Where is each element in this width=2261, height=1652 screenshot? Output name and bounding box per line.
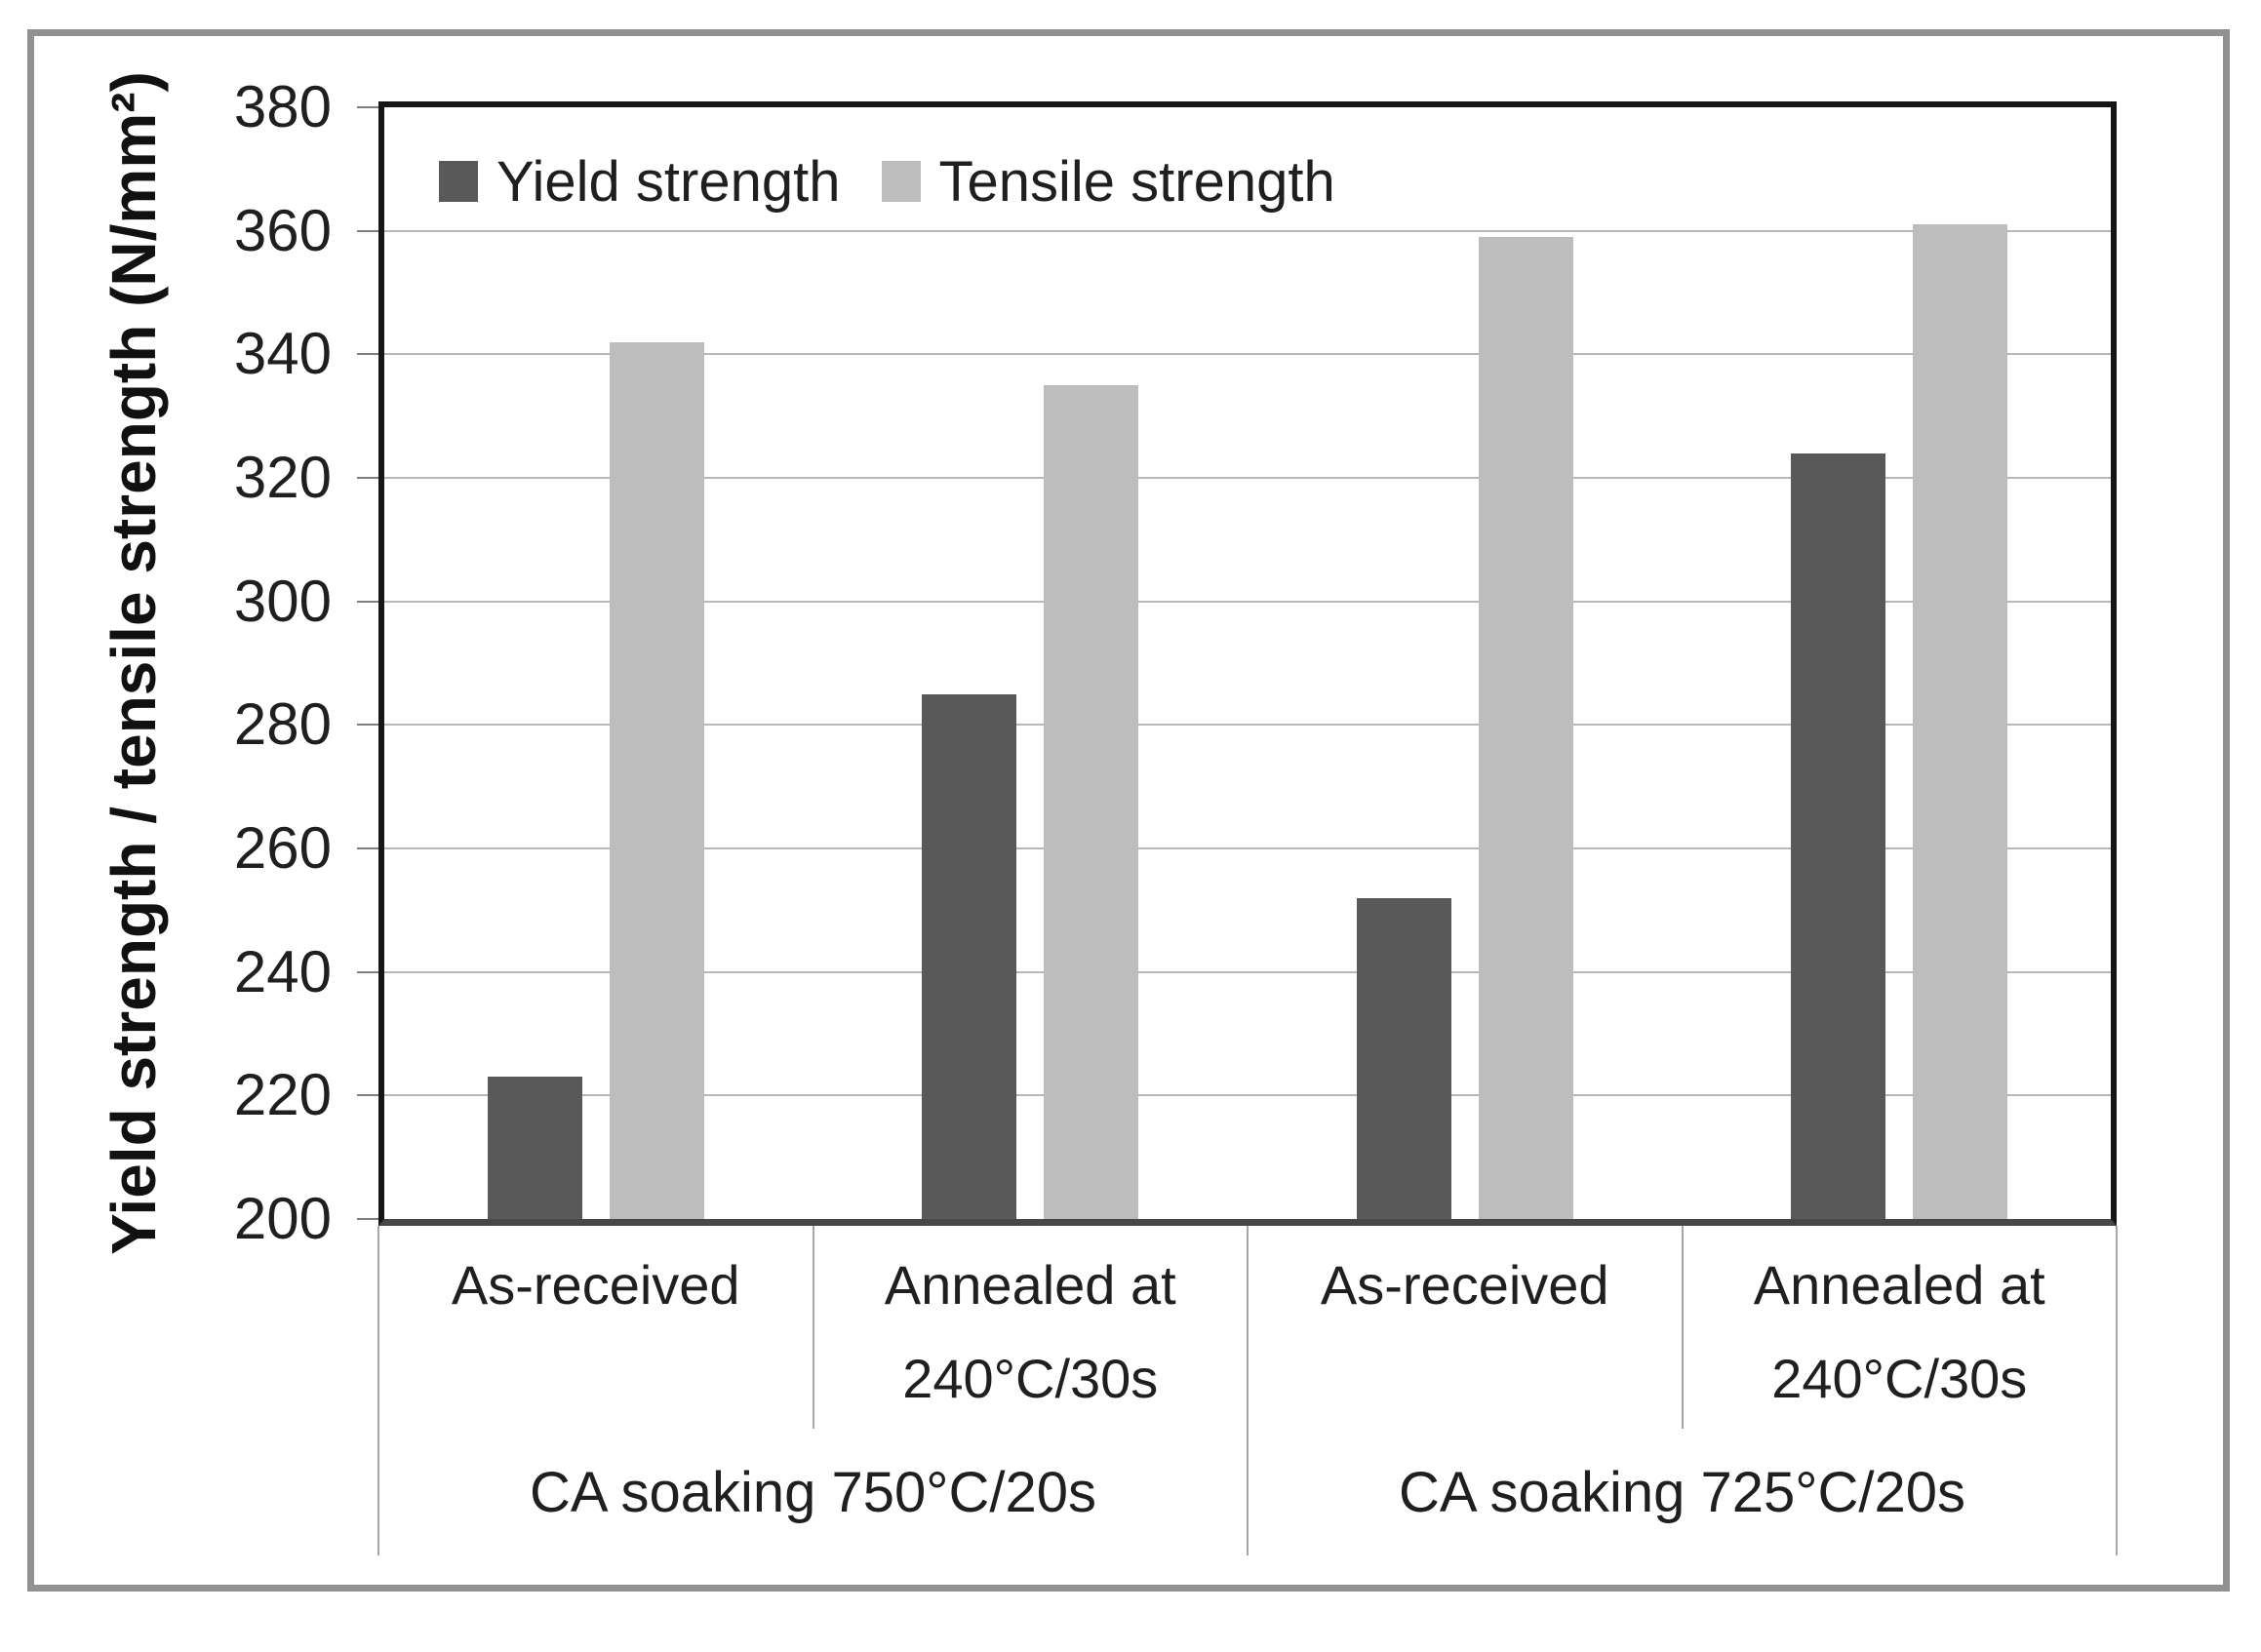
bar-yield-strength-cat4 xyxy=(1791,452,1886,1219)
y-tick-mark-220 xyxy=(357,1094,378,1097)
x-category-separator-3 xyxy=(1681,1226,1684,1429)
y-tick-label-320: 320 xyxy=(233,445,332,510)
y-tick-label-200: 200 xyxy=(233,1186,332,1251)
y-tick-mark-360 xyxy=(357,229,378,232)
y-tick-label-360: 360 xyxy=(233,197,332,263)
y-tick-label-300: 300 xyxy=(233,568,332,634)
gridline-340 xyxy=(384,353,2111,356)
x-category-label-3: As-received xyxy=(1320,1254,1609,1316)
y-tick-mark-320 xyxy=(357,477,378,479)
y-tick-mark-260 xyxy=(357,847,378,849)
bar-yield-strength-cat3 xyxy=(1356,897,1451,1219)
y-tick-label-380: 380 xyxy=(233,74,332,139)
gridline-360 xyxy=(384,229,2111,232)
x-category-separator-4 xyxy=(2116,1226,2118,1555)
gridline-300 xyxy=(384,600,2111,603)
x-group-label-1: CA soaking 750°C/20s xyxy=(530,1460,1096,1524)
legend: Yield strength Tensile strength xyxy=(439,146,1335,216)
x-category-separator-2 xyxy=(1247,1226,1249,1555)
y-tick-mark-200 xyxy=(357,1218,378,1220)
gridline-220 xyxy=(384,1094,2111,1097)
y-tick-mark-340 xyxy=(357,353,378,356)
y-tick-label-220: 220 xyxy=(233,1062,332,1128)
x-category-separator-1 xyxy=(812,1226,814,1429)
bar-tensile-strength-cat1 xyxy=(609,341,704,1219)
y-tick-mark-380 xyxy=(357,106,378,108)
gridline-320 xyxy=(384,477,2111,479)
y-tick-label-280: 280 xyxy=(233,691,332,758)
y-tick-mark-280 xyxy=(357,724,378,727)
x-category-label-1: As-received xyxy=(451,1254,740,1316)
x-category-label-4: Annealed at 240°C/30s xyxy=(1753,1254,2045,1409)
bar-tensile-strength-cat2 xyxy=(1044,385,1139,1219)
bar-yield-strength-cat1 xyxy=(487,1077,582,1219)
y-tick-label-240: 240 xyxy=(233,938,332,1004)
legend-swatch-tensile-strength xyxy=(881,161,921,202)
y-tick-label-260: 260 xyxy=(233,815,332,881)
bar-tensile-strength-cat4 xyxy=(1913,224,2008,1219)
legend-item-1: Yield strength xyxy=(439,149,841,215)
gridline-260 xyxy=(384,847,2111,849)
bar-yield-strength-cat2 xyxy=(922,693,1017,1219)
y-tick-label-340: 340 xyxy=(233,321,332,387)
y-tick-mark-240 xyxy=(357,970,378,973)
plot-area xyxy=(378,101,2117,1226)
x-category-label-2: Annealed at 240°C/30s xyxy=(884,1254,1176,1409)
gridline-240 xyxy=(384,970,2111,973)
bar-tensile-strength-cat3 xyxy=(1478,237,1573,1219)
legend-label-1: Yield strength xyxy=(496,149,841,214)
x-category-separator-0 xyxy=(377,1226,379,1555)
legend-item-2: Tensile strength xyxy=(881,149,1335,215)
legend-label-2: Tensile strength xyxy=(938,149,1335,214)
legend-swatch-yield-strength xyxy=(439,161,478,202)
gridline-280 xyxy=(384,724,2111,727)
x-group-label-2: CA soaking 725°C/20s xyxy=(1399,1460,1965,1524)
y-tick-mark-300 xyxy=(357,600,378,603)
